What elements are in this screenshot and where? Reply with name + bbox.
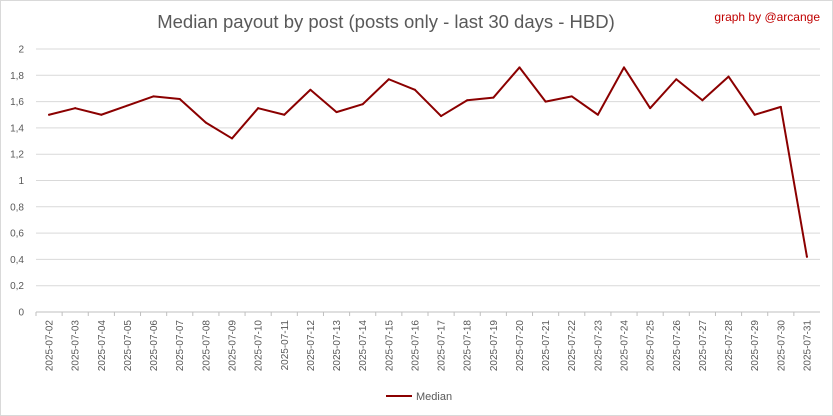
y-tick-label: 1,2 xyxy=(10,150,24,161)
y-tick-label: 1,8 xyxy=(10,71,24,82)
chart-title: Median payout by post (posts only - last… xyxy=(157,11,615,32)
data-point xyxy=(675,78,678,81)
x-tick-label: 2025-07-11 xyxy=(280,320,291,371)
y-tick-label: 1,6 xyxy=(10,97,24,108)
data-point xyxy=(361,103,364,106)
x-tick-label: 2025-07-09 xyxy=(228,320,239,372)
x-tick-label: 2025-07-27 xyxy=(698,320,709,372)
x-tick-label: 2025-07-14 xyxy=(358,320,369,372)
x-tick-label: 2025-07-22 xyxy=(567,320,578,372)
y-tick-label: 0,8 xyxy=(10,202,24,213)
data-point xyxy=(48,113,51,116)
data-point xyxy=(387,78,390,81)
data-point xyxy=(570,95,573,98)
x-tick-label: 2025-07-07 xyxy=(175,320,186,372)
data-point xyxy=(440,115,443,118)
data-point xyxy=(623,66,625,69)
data-point xyxy=(701,99,704,102)
x-tick-label: 2025-07-18 xyxy=(463,320,474,372)
data-point xyxy=(518,66,521,69)
x-tick-label: 2025-07-13 xyxy=(332,320,343,372)
x-tick-label: 2025-07-12 xyxy=(306,320,317,372)
x-tick-label: 2025-07-15 xyxy=(384,320,395,372)
x-tick-label: 2025-07-23 xyxy=(593,320,604,372)
data-point xyxy=(257,107,260,110)
x-tick-label: 2025-07-02 xyxy=(45,320,56,372)
x-tick-label: 2025-07-19 xyxy=(489,320,500,372)
data-point xyxy=(152,95,155,98)
data-point xyxy=(466,99,469,102)
x-tick-label: 2025-07-29 xyxy=(750,320,761,372)
data-point xyxy=(100,113,103,116)
x-tick-label: 2025-07-26 xyxy=(672,320,683,372)
data-point xyxy=(805,255,808,258)
data-point xyxy=(335,111,338,114)
data-point xyxy=(753,113,756,116)
data-point xyxy=(779,105,782,108)
x-tick-label: 2025-07-06 xyxy=(149,320,160,372)
x-tick-label: 2025-07-08 xyxy=(201,320,212,372)
credit-label: graph by @arcange xyxy=(714,10,820,24)
x-tick-label: 2025-07-05 xyxy=(123,320,134,372)
x-tick-label: 2025-07-31 xyxy=(802,320,813,372)
data-point xyxy=(727,75,730,78)
x-tick-label: 2025-07-04 xyxy=(97,320,108,372)
data-point xyxy=(283,113,286,116)
x-tick-label: 2025-07-20 xyxy=(515,320,526,372)
data-point xyxy=(204,121,207,124)
legend-label-median: Median xyxy=(416,391,452,403)
data-point xyxy=(649,107,652,110)
series-line-median xyxy=(48,66,808,258)
y-tick-label: 2 xyxy=(18,45,24,56)
y-tick-label: 0 xyxy=(18,308,24,319)
data-point xyxy=(126,104,129,107)
data-point xyxy=(309,88,312,91)
x-tick-label: 2025-07-03 xyxy=(71,320,82,372)
data-point xyxy=(178,97,181,100)
data-point xyxy=(492,96,495,99)
x-tick-label: 2025-07-10 xyxy=(254,320,265,372)
x-tick-label: 2025-07-21 xyxy=(541,320,552,372)
y-tick-label: 0,4 xyxy=(10,255,24,266)
y-tick-label: 0,6 xyxy=(10,229,24,240)
data-point xyxy=(231,137,233,140)
data-point xyxy=(74,107,77,110)
x-tick-label: 2025-07-24 xyxy=(620,320,631,372)
data-point xyxy=(596,113,599,116)
y-tick-label: 1,4 xyxy=(10,123,24,134)
data-point xyxy=(544,100,547,103)
x-tick-label: 2025-07-28 xyxy=(724,320,735,372)
x-tick-label: 2025-07-17 xyxy=(437,320,448,372)
y-tick-label: 0,2 xyxy=(10,281,24,292)
y-tick-label: 1 xyxy=(18,176,24,187)
x-tick-label: 2025-07-16 xyxy=(410,320,421,372)
x-tick-label: 2025-07-25 xyxy=(646,320,657,372)
data-point xyxy=(413,88,416,91)
x-tick-label: 2025-07-30 xyxy=(776,320,787,372)
